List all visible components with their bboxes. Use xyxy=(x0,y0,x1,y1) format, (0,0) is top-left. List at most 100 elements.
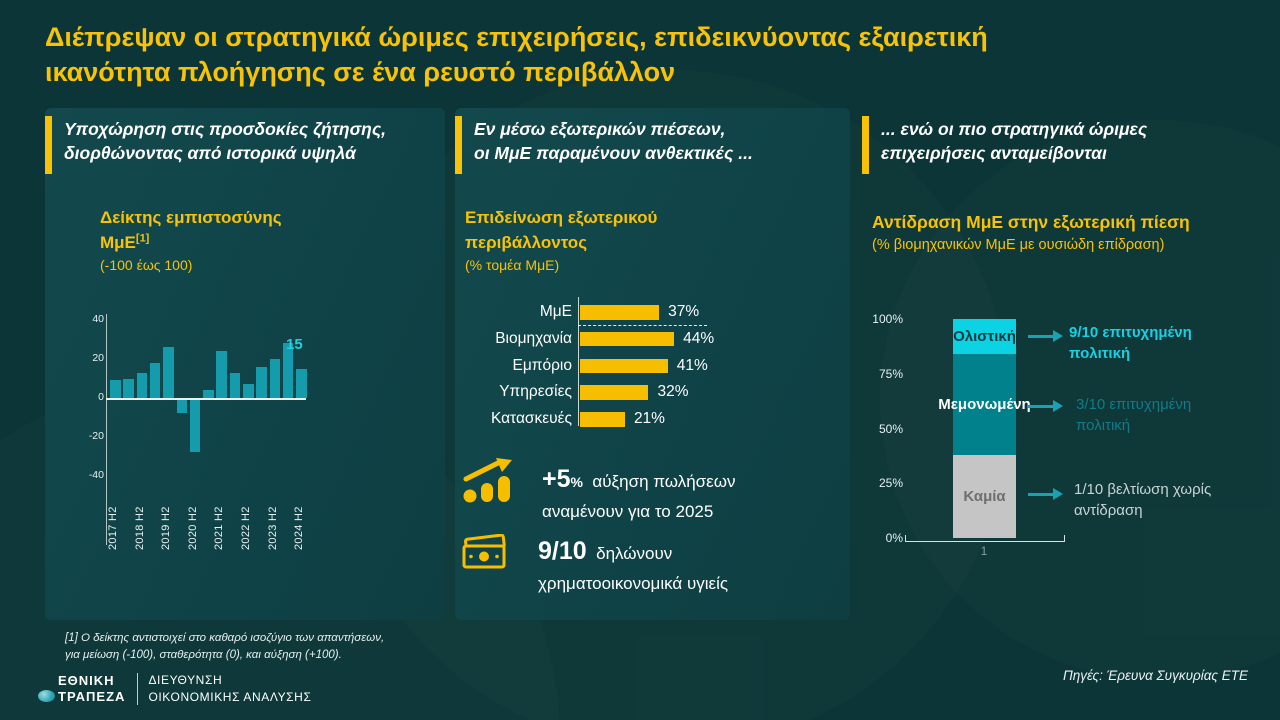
x-axis-tick-label: 2020 H2 xyxy=(186,506,199,550)
value-label: 21% xyxy=(633,410,665,427)
segment-label: Καμία xyxy=(963,487,1006,505)
category-label: Κατασκευές xyxy=(490,410,572,427)
chart-title-line: περιβάλλοντος xyxy=(465,232,588,252)
chart-title-line: Επιδείνωση εξωτερικού xyxy=(465,208,658,227)
kicker-text: ... ενώ οι πιο στρατηγικά ώριμες xyxy=(881,119,1148,139)
x-axis-tick-label: 2023 H2 xyxy=(266,506,279,550)
bar xyxy=(580,412,625,427)
kicker-resilient: Εν μέσω εξωτερικών πιέσεων, οι ΜμΕ παραμ… xyxy=(455,116,845,174)
stack-segment-1: Ολιστική xyxy=(953,319,1016,355)
fact-sales-growth: +5% αύξηση πωλήσεων αναμένουν για το 202… xyxy=(462,458,736,525)
bar xyxy=(149,362,161,398)
category-label: Εμπόριο xyxy=(512,356,572,374)
x-axis-tick-label: 2017 H2 xyxy=(107,506,119,550)
fact-value: 9/10 xyxy=(538,537,587,565)
chart-title-line: ΜμΕ[1] xyxy=(100,231,150,252)
slide-title: Διέπρεψαν οι στρατηγικά ώριμες επιχειρήσ… xyxy=(45,20,1225,90)
kicker-accent-bar xyxy=(455,116,462,174)
sector-chart-title: Επιδείνωση εξωτερικού περιβάλλοντος (% τ… xyxy=(465,206,657,276)
bar xyxy=(256,366,267,398)
stack-segment-3: Καμία xyxy=(953,454,1016,538)
stack-segment-2: Μεμονωμένη xyxy=(938,354,1031,455)
annotation: 9/10 επιτυχημένη πολιτική xyxy=(1069,324,1192,362)
bar xyxy=(580,331,675,347)
y-axis-tick-label: -40 xyxy=(88,469,104,481)
y-axis-tick-label: -20 xyxy=(88,430,104,442)
footnote: [1] Ο δείκτης αντιστοιχεί στο καθαρό ισο… xyxy=(65,632,385,662)
chart-subtitle: (% τομέα ΜμΕ) xyxy=(465,257,560,274)
y-axis-tick-label: 100% xyxy=(872,312,903,326)
confidence-chart: 40 20 0 -20 -40 2017 H2 2018 H2 2019 H2 2020 H2 2… xyxy=(88,310,373,570)
response-chart: 100% 75% 50% 25% 0% Ολιστική Μεμονωμένη Καμία 1 9… xyxy=(865,310,1270,565)
bar xyxy=(282,343,294,398)
bar xyxy=(580,305,660,320)
bar xyxy=(216,351,227,398)
response-chart-title: Αντίδραση ΜμΕ στην εξωτερική πίεση (% βι… xyxy=(872,210,1190,256)
footer-divider xyxy=(137,673,139,706)
y-axis-tick-label: 0 xyxy=(98,391,104,403)
bar xyxy=(296,368,307,398)
kicker-text: Εν μέσω εξωτερικών πιέσεων, xyxy=(474,119,726,139)
kicker-rewarded: ... ενώ οι πιο στρατηγικά ώριμες επιχειρ… xyxy=(862,116,1242,174)
fact-text: +5% αύξηση πωλήσεων αναμένουν για το 202… xyxy=(542,465,736,521)
zero-line xyxy=(106,398,306,400)
category-label: ΜμΕ xyxy=(539,303,572,320)
panel-confidence xyxy=(45,108,445,620)
x-axis-tick-label: 2024 H2 xyxy=(293,506,306,550)
segment-label: Ολιστική xyxy=(953,328,1016,346)
y-axis-tick-label: 75% xyxy=(878,366,903,381)
value-label: 41% xyxy=(676,356,708,374)
footnote-marker: [1] xyxy=(135,231,150,244)
kicker-text: Υποχώρηση στις προσδοκίες ζήτησης, xyxy=(64,119,387,139)
banknote-icon xyxy=(462,530,510,575)
x-axis-bracket xyxy=(905,535,1065,542)
annotation-arrow-icon xyxy=(1028,330,1063,342)
x-axis-tick-label: 2019 H2 xyxy=(160,506,173,550)
chart-subtitle: (-100 έως 100) xyxy=(100,257,193,274)
chart-title-line: Δείκτης εμπιστοσύνης xyxy=(100,208,282,227)
confidence-chart-title: Δείκτης εμπιστοσύνης ΜμΕ[1] (-100 έως 10… xyxy=(100,206,282,276)
bar xyxy=(580,385,649,400)
footer-logo: ΕΘΝΙΚΗ ΤΡΑΠΕΖΑ ΔΙΕΥΘΥΝΣΗ ΟΙΚΟΝΟΜΙΚΗΣ ΑΝΑ… xyxy=(38,672,311,707)
bar xyxy=(123,378,134,398)
bar xyxy=(243,384,254,398)
bar xyxy=(580,358,668,373)
bar xyxy=(189,399,201,452)
slide-title-line2: ικανότητα πλοήγησης σε ένα ρευστό περιβά… xyxy=(45,57,676,88)
slide-title-line1: Διέπρεψαν οι στρατηγικά ώριμες επιχειρήσ… xyxy=(45,22,988,52)
stacked-bar: Ολιστική Μεμονωμένη Καμία xyxy=(938,319,1031,538)
bar xyxy=(203,390,214,398)
annotation-arrow-icon xyxy=(1028,488,1063,500)
annotation: 3/10 επιτυχημένη πολιτική xyxy=(1076,396,1192,434)
annotation: 1/10 βελτίωση χωρίς αντίδραση xyxy=(1074,481,1212,519)
x-axis-category-label: 1 xyxy=(980,544,988,558)
annotation-arrow-icon xyxy=(1028,400,1063,412)
value-label: 37% xyxy=(668,303,700,320)
bar xyxy=(136,372,148,398)
chart-title-line: Αντίδραση ΜμΕ στην εξωτερική πίεση xyxy=(872,212,1190,232)
value-label: 44% xyxy=(683,329,715,347)
x-axis-tick-label: 2021 H2 xyxy=(213,506,226,550)
fact-financial-health: 9/10 δηλώνουν χρηματοοικονομικά υγιείς xyxy=(462,530,728,597)
axis-line xyxy=(578,297,579,426)
chart-subtitle: (% βιομηχανικών ΜμΕ με ουσιώδη επίδραση) xyxy=(872,237,1165,254)
source-note: Πηγές: Έρευνα Συγκυρίας ΕΤΕ xyxy=(1062,668,1248,683)
bank-name: ΕΘΝΙΚΗ ΤΡΑΠΕΖΑ xyxy=(38,673,125,707)
value-label: 32% xyxy=(657,383,689,401)
bar xyxy=(163,347,174,398)
kicker-text: οι ΜμΕ παραμένουν ανθεκτικές ... xyxy=(474,143,753,164)
sector-chart: ΜμΕ 37% Βιομηχανία 44% Εμπόριο 41% Υπηρεσίες 32… xyxy=(460,295,825,435)
bar xyxy=(110,380,121,398)
y-axis-tick-label: 50% xyxy=(878,421,903,436)
fact-text: 9/10 δηλώνουν χρηματοοικονομικά υγιείς xyxy=(538,537,729,593)
x-axis-tick-label: 2022 H2 xyxy=(240,506,252,550)
x-axis-tick-label: 2018 H2 xyxy=(133,506,146,550)
growth-chart-icon xyxy=(462,458,514,509)
y-axis-line xyxy=(106,314,107,545)
y-axis-tick-label: 0% xyxy=(885,531,903,545)
segment-label: Μεμονωμένη xyxy=(938,395,1031,413)
kicker-accent-bar xyxy=(862,116,869,174)
bar xyxy=(176,399,187,413)
kicker-text: επιχειρήσεις ανταμείβονται xyxy=(881,143,1107,164)
kicker-demand: Υποχώρηση στις προσδοκίες ζήτησης, διορθ… xyxy=(45,116,440,174)
